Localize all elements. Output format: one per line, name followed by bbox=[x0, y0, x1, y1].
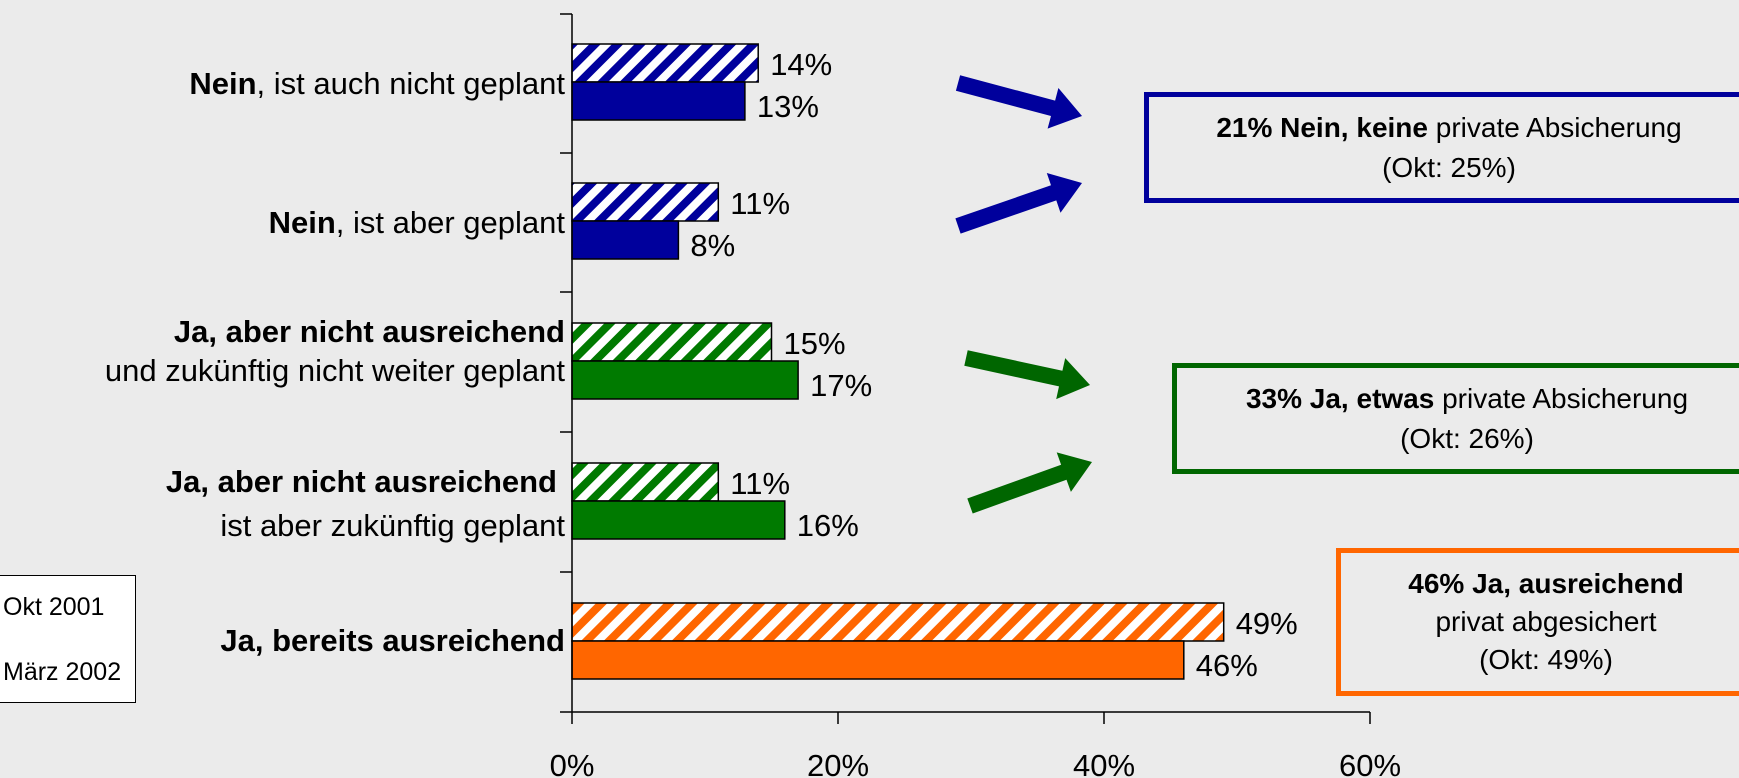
category-label: Ja, aber nicht ausreichend bbox=[165, 464, 557, 499]
bar-maerz-2002-3 bbox=[571, 500, 786, 540]
value-label: 14% bbox=[770, 47, 832, 82]
value-label: 8% bbox=[690, 228, 735, 263]
arrow-icon bbox=[955, 75, 1082, 129]
value-label: 15% bbox=[784, 326, 846, 361]
summary-box-nein: 21% Nein, keine private Absicherung (Okt… bbox=[1144, 92, 1739, 203]
bar-maerz-2002-4 bbox=[571, 640, 1185, 680]
category-label: Nein, ist auch nicht geplant bbox=[189, 66, 565, 101]
bar-maerz-2002-1 bbox=[571, 220, 680, 260]
legend-item-maerz: März 2002 bbox=[3, 658, 122, 686]
arrow-icon bbox=[955, 173, 1082, 234]
value-label: 11% bbox=[730, 466, 790, 501]
value-label: 46% bbox=[1196, 648, 1258, 683]
bar-maerz-2002-0 bbox=[571, 81, 746, 121]
legend-item-okt: Okt 2001 bbox=[3, 593, 105, 621]
bar-okt-2001-2 bbox=[571, 322, 773, 362]
x-tick-label: 40% bbox=[1073, 748, 1135, 778]
bar-okt-2001-4 bbox=[571, 602, 1225, 642]
category-label: Ja, bereits ausreichend bbox=[220, 623, 565, 658]
arrow-icon bbox=[967, 452, 1092, 514]
value-label: 13% bbox=[757, 89, 819, 124]
bar-okt-2001-3 bbox=[571, 462, 720, 502]
category-label: ist aber zukünftig geplant bbox=[220, 508, 565, 543]
legend: Okt 2001 März 2002 bbox=[0, 575, 136, 703]
category-label: Nein, ist aber geplant bbox=[268, 205, 565, 240]
value-label: 17% bbox=[810, 368, 872, 403]
arrow-icon bbox=[964, 350, 1090, 400]
summary-box-ja-etwas: 33% Ja, etwas private Absicherung (Okt: … bbox=[1172, 363, 1739, 474]
x-tick-label: 0% bbox=[550, 748, 595, 778]
x-tick-label: 60% bbox=[1339, 748, 1401, 778]
summary-box-ja-ausreichend: 46% Ja, ausreichend privat abgesichert (… bbox=[1336, 548, 1739, 696]
bar-maerz-2002-2 bbox=[571, 360, 799, 400]
category-label: Ja, aber nicht ausreichend und zukünftig … bbox=[104, 314, 565, 388]
value-label: 16% bbox=[797, 508, 859, 543]
bar-okt-2001-1 bbox=[571, 182, 720, 222]
x-tick-label: 20% bbox=[807, 748, 869, 778]
bar-okt-2001-0 bbox=[571, 43, 759, 83]
value-label: 49% bbox=[1236, 606, 1298, 641]
value-label: 11% bbox=[730, 186, 790, 221]
